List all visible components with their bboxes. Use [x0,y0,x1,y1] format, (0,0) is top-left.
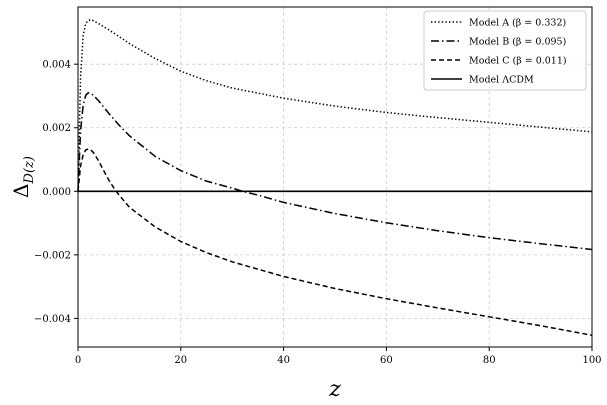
y-tick-label: 0.000 [42,187,71,198]
y-tick-label: −0.004 [34,314,71,325]
plot-frame [77,6,593,348]
y-tick-label: 0.002 [42,123,71,134]
x-tick-label: 100 [582,355,601,366]
y-tick-label: −0.002 [34,250,71,261]
x-tick-label: 20 [174,355,187,366]
legend-label-3: Model C (β = 0.011) [469,56,567,67]
x-tick-label: 60 [380,355,393,366]
legend-label-4: Model ΛCDM [469,75,534,86]
series-line-3 [77,148,593,336]
y-axis-title: ΔD(z) [9,156,37,198]
legend-box [423,10,587,91]
x-tick-label: 80 [483,355,496,366]
axis-titles: z ΔD(z) [9,156,341,402]
y-axis-title-main: Δ [9,183,33,197]
legend-label-2: Model B (β = 0.095) [469,37,566,48]
x-tick-label: 0 [75,355,81,366]
x-tick-label: 40 [277,355,290,366]
series-line-2 [77,92,593,251]
x-axis-title: z [328,377,341,402]
y-axis-title-subscript: D(z) [22,156,37,184]
ticks: 0 20 40 60 80 100 −0.004 −0.002 0.000 0.002 0.004 [34,60,602,366]
series-line-1 [77,18,593,192]
legend: Model A (β = 0.332) Model B (β = 0.095) Mo… [423,10,587,91]
legend-label-1: Model A (β = 0.332) [469,18,566,29]
y-tick-label: 0.004 [42,60,71,71]
series-group [77,18,593,336]
